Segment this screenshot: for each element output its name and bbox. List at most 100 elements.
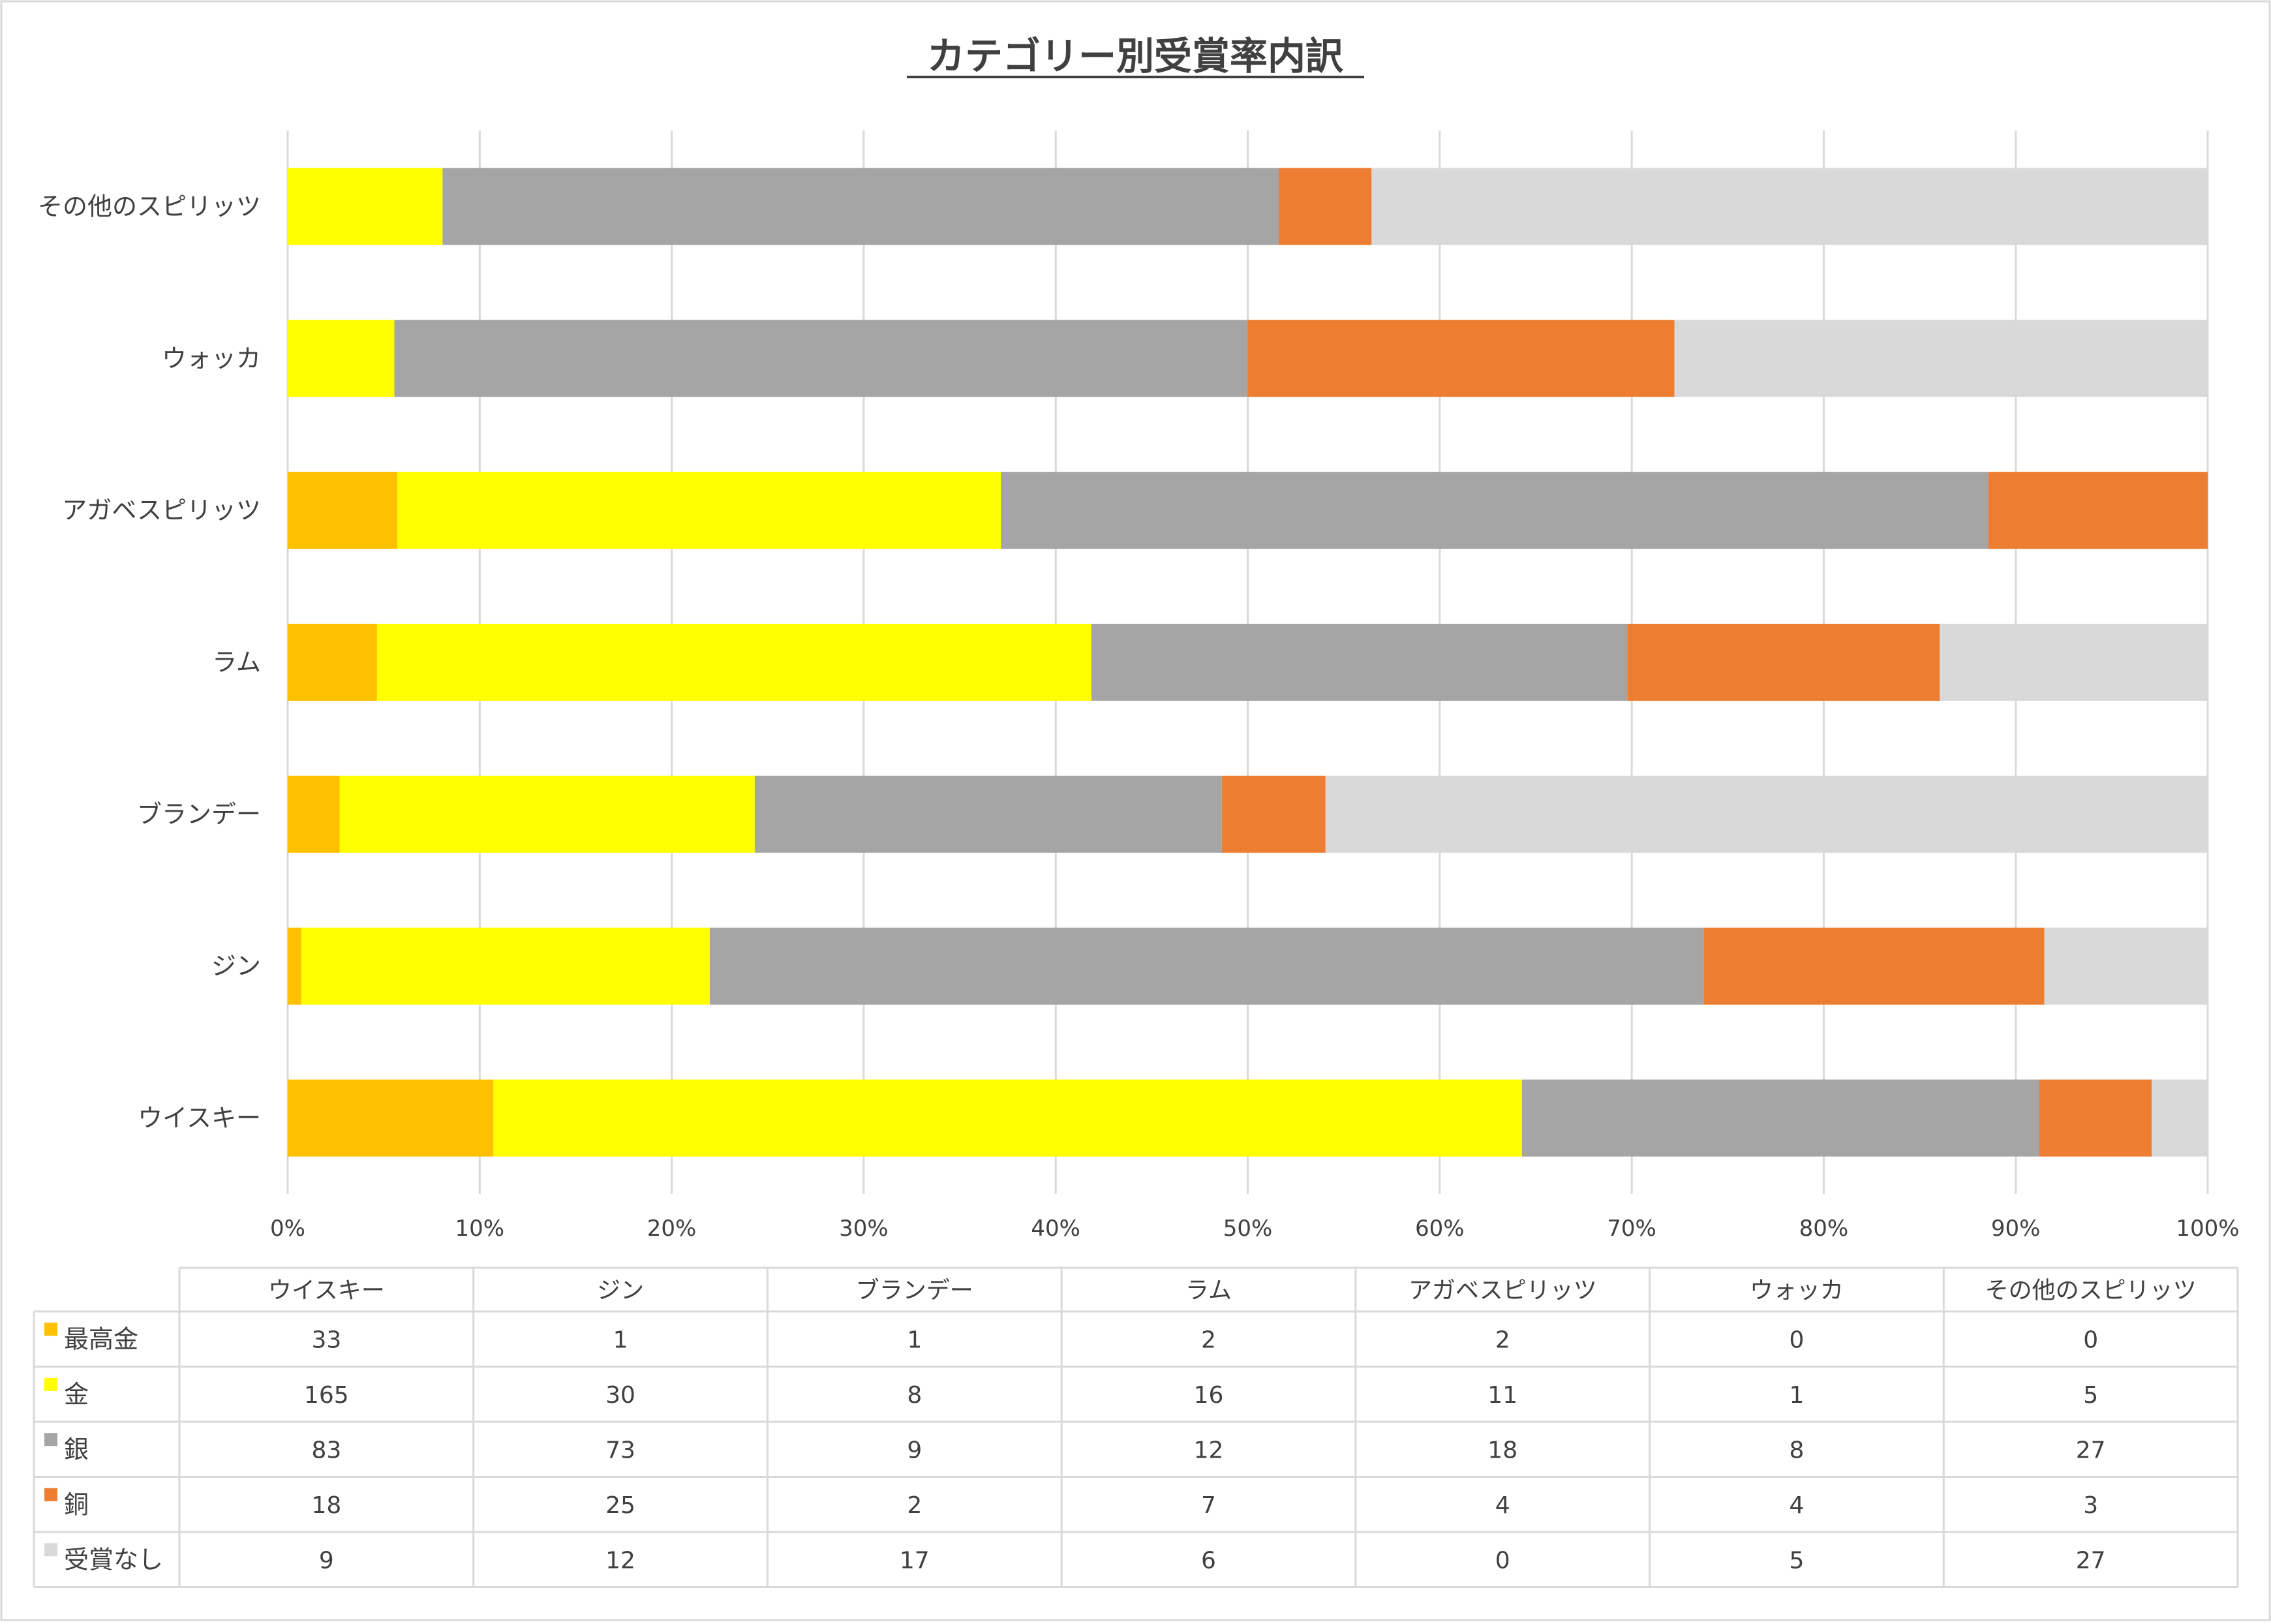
bar-segment — [1247, 320, 1675, 397]
legend-swatch — [44, 1543, 57, 1557]
table-cell: 73 — [605, 1437, 635, 1463]
category-label: ウイスキー — [138, 1104, 261, 1133]
table-column-header: ウォッカ — [1750, 1278, 1844, 1304]
table-cell: 9 — [907, 1437, 922, 1463]
legend-label: 銅 — [64, 1490, 89, 1519]
table-cell: 33 — [311, 1326, 341, 1353]
x-tick-label: 0% — [270, 1216, 305, 1242]
legend-swatch — [44, 1377, 57, 1391]
legend-label: 金 — [64, 1380, 89, 1409]
table-column-header: ウイスキー — [268, 1278, 385, 1304]
bar-segment — [288, 1079, 494, 1157]
table-column-header: ブランデー — [856, 1278, 973, 1304]
table-cell: 4 — [1789, 1492, 1804, 1519]
table-cell: 9 — [319, 1547, 334, 1574]
bar-segment — [1001, 472, 1989, 549]
bar-segment — [1091, 624, 1628, 701]
bar-segment — [288, 320, 395, 397]
bars — [288, 168, 2208, 1157]
table-column-header: アガベスピリッツ — [1409, 1278, 1597, 1304]
bar-segment — [288, 624, 377, 701]
table-cell: 4 — [1495, 1492, 1510, 1519]
bar-segment — [288, 168, 443, 245]
table-cell: 0 — [1789, 1326, 1804, 1353]
category-label: ラム — [212, 648, 261, 677]
table-cell: 12 — [1194, 1437, 1224, 1463]
bar-segment — [1627, 624, 1940, 701]
chart-title: カテゴリー別受賞率内訳 — [927, 34, 1344, 78]
table-cell: 12 — [605, 1547, 635, 1574]
table-cell: 5 — [2083, 1382, 2098, 1409]
bar-segment — [2152, 1079, 2208, 1157]
table-cell: 2 — [1495, 1326, 1510, 1353]
bar-segment — [710, 927, 1704, 1005]
table-cell: 1 — [907, 1326, 922, 1353]
bar-segment — [2039, 1079, 2152, 1157]
x-axis-ticks: 0% 10% 20% 30% 40% 50% 60% 70% 80% 90% 100% — [270, 1216, 2240, 1242]
bar-segment — [288, 472, 398, 549]
table-cell: 18 — [1487, 1437, 1517, 1463]
bar-segment — [288, 927, 301, 1005]
category-label: ブランデー — [137, 800, 261, 829]
bar-segment — [1940, 624, 2208, 701]
table-cell: 11 — [1487, 1382, 1517, 1409]
table-cell: 0 — [2083, 1326, 2098, 1353]
legend-swatch — [44, 1488, 57, 1501]
x-tick-label: 100% — [2176, 1216, 2239, 1242]
table-cell: 25 — [605, 1492, 635, 1519]
table-cell: 8 — [907, 1382, 922, 1409]
table-cell: 1 — [1789, 1382, 1804, 1409]
x-tick-label: 50% — [1223, 1216, 1273, 1242]
table-cell: 8 — [1789, 1437, 1804, 1463]
bar-segment — [1371, 168, 2208, 245]
bar-segment — [397, 472, 1001, 549]
bar-segment — [1703, 927, 2045, 1005]
table-cell: 2 — [1201, 1326, 1216, 1353]
table-cell: 2 — [907, 1492, 922, 1519]
table-cell: 27 — [2076, 1437, 2106, 1463]
table-cell: 165 — [304, 1382, 349, 1409]
bar-segment — [1221, 775, 1326, 853]
bar-segment — [493, 1079, 1522, 1157]
bar-segment — [1988, 472, 2208, 549]
bar-segment — [301, 927, 710, 1005]
table-cell: 16 — [1194, 1382, 1224, 1409]
legend-swatch — [44, 1323, 57, 1336]
x-tick-label: 30% — [839, 1216, 889, 1242]
table-cell: 0 — [1495, 1547, 1510, 1574]
table-column-header: その他のスピリッツ — [1985, 1278, 2197, 1304]
x-tick-label: 80% — [1799, 1216, 1849, 1242]
x-tick-label: 20% — [647, 1216, 697, 1242]
legend-swatch — [44, 1433, 57, 1447]
bar-segment — [376, 624, 1091, 701]
table-cell: 18 — [311, 1492, 341, 1519]
table-cell: 3 — [2083, 1492, 2098, 1519]
table-cell: 30 — [605, 1382, 635, 1409]
category-label: アガベスピリッツ — [62, 496, 261, 525]
legend-label: 最高金 — [64, 1325, 138, 1353]
table-column-header: ラム — [1185, 1278, 1232, 1304]
category-label: ジン — [211, 952, 261, 981]
x-tick-label: 60% — [1415, 1216, 1465, 1242]
category-labels: ウイスキー ジン ブランデー ラム アガベスピリッツ ウォッカ その他のスピリッツ — [38, 192, 261, 1132]
bar-segment — [1325, 775, 2208, 853]
table-cell: 27 — [2076, 1547, 2106, 1574]
bar-segment — [394, 320, 1248, 397]
table-cell: 83 — [311, 1437, 341, 1463]
table-column-header: ジン — [597, 1278, 644, 1304]
table-cell: 7 — [1201, 1492, 1216, 1519]
table-cell: 1 — [613, 1326, 628, 1353]
bar-segment — [288, 775, 340, 853]
table-cell: 6 — [1201, 1547, 1216, 1574]
bar-segment — [1674, 320, 2208, 397]
legend-label: 銀 — [64, 1435, 89, 1463]
x-tick-label: 70% — [1607, 1216, 1656, 1242]
table-cell: 5 — [1789, 1547, 1804, 1574]
bar-segment — [339, 775, 755, 853]
bar-segment — [1521, 1079, 2040, 1157]
bar-segment — [754, 775, 1222, 853]
x-tick-label: 40% — [1031, 1216, 1080, 1242]
